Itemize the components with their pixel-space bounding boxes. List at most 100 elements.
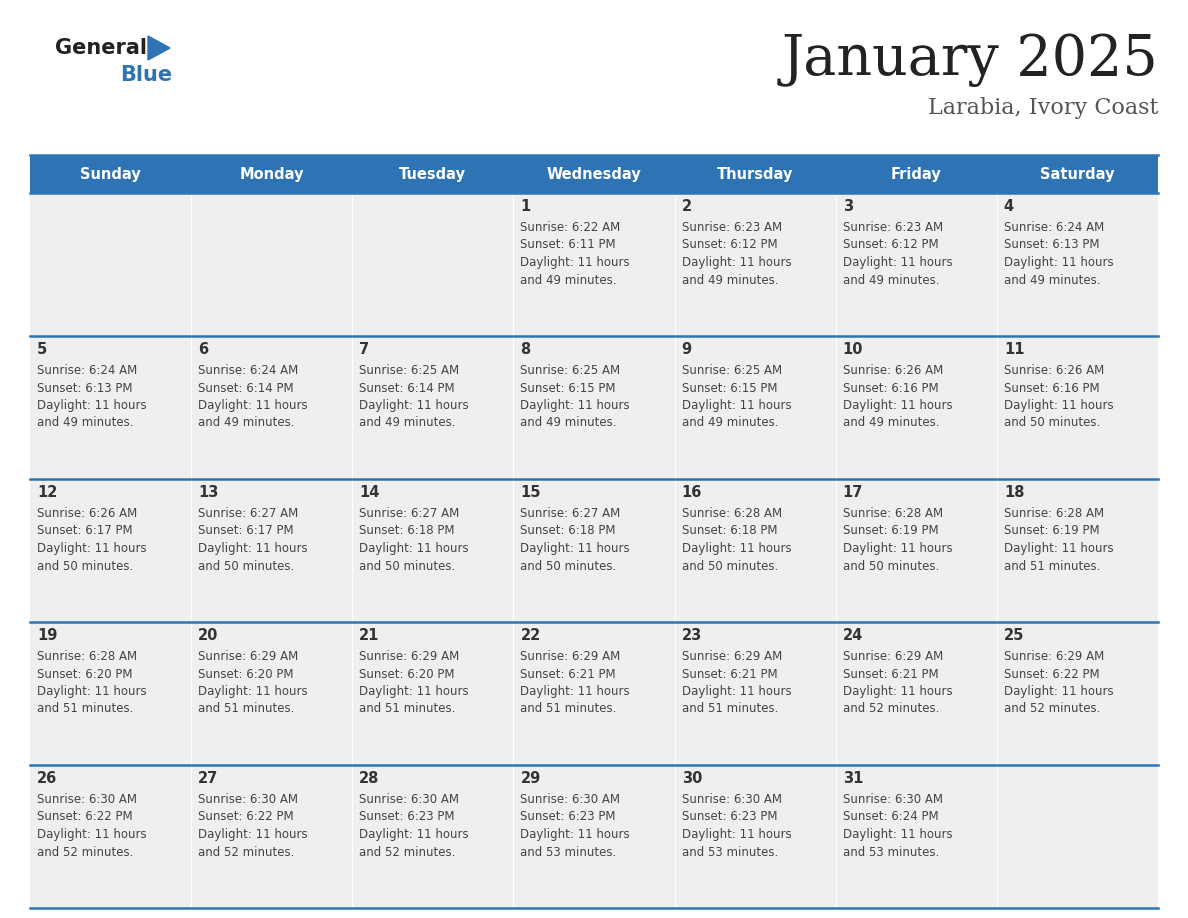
Text: Daylight: 11 hours: Daylight: 11 hours (682, 685, 791, 698)
Text: 7: 7 (359, 342, 369, 357)
Text: Sunrise: 6:24 AM: Sunrise: 6:24 AM (37, 364, 138, 377)
Text: Sunrise: 6:29 AM: Sunrise: 6:29 AM (842, 650, 943, 663)
Text: and 52 minutes.: and 52 minutes. (37, 845, 133, 858)
Text: Sunrise: 6:29 AM: Sunrise: 6:29 AM (198, 650, 298, 663)
Text: and 50 minutes.: and 50 minutes. (359, 559, 455, 573)
Text: 30: 30 (682, 771, 702, 786)
Bar (513, 765, 675, 908)
Text: 22: 22 (520, 628, 541, 643)
Text: Daylight: 11 hours: Daylight: 11 hours (842, 399, 953, 412)
Bar (997, 336, 1158, 479)
Bar (30, 193, 191, 336)
Text: 6: 6 (198, 342, 208, 357)
Text: and 49 minutes.: and 49 minutes. (682, 274, 778, 286)
Text: Daylight: 11 hours: Daylight: 11 hours (359, 399, 469, 412)
Text: 29: 29 (520, 771, 541, 786)
Text: Thursday: Thursday (716, 166, 794, 182)
Text: Sunset: 6:22 PM: Sunset: 6:22 PM (1004, 667, 1099, 680)
Bar (353, 622, 513, 765)
Text: 8: 8 (520, 342, 531, 357)
Text: Sunset: 6:16 PM: Sunset: 6:16 PM (1004, 382, 1099, 395)
Text: Sunrise: 6:27 AM: Sunrise: 6:27 AM (359, 507, 460, 520)
Text: and 49 minutes.: and 49 minutes. (520, 274, 617, 286)
Text: and 50 minutes.: and 50 minutes. (1004, 417, 1100, 430)
Text: Sunrise: 6:30 AM: Sunrise: 6:30 AM (520, 793, 620, 806)
Text: Daylight: 11 hours: Daylight: 11 hours (198, 685, 308, 698)
Text: Sunrise: 6:28 AM: Sunrise: 6:28 AM (1004, 507, 1104, 520)
Text: Sunrise: 6:24 AM: Sunrise: 6:24 AM (198, 364, 298, 377)
Bar (191, 765, 353, 908)
Text: Daylight: 11 hours: Daylight: 11 hours (682, 542, 791, 555)
Text: 10: 10 (842, 342, 864, 357)
Text: 1: 1 (520, 199, 531, 214)
Text: Sunrise: 6:30 AM: Sunrise: 6:30 AM (842, 793, 943, 806)
Text: Sunset: 6:14 PM: Sunset: 6:14 PM (359, 382, 455, 395)
Text: 13: 13 (198, 485, 219, 500)
Text: and 50 minutes.: and 50 minutes. (37, 559, 133, 573)
Text: Sunrise: 6:27 AM: Sunrise: 6:27 AM (520, 507, 620, 520)
Text: Daylight: 11 hours: Daylight: 11 hours (37, 399, 146, 412)
Text: Daylight: 11 hours: Daylight: 11 hours (198, 542, 308, 555)
Text: 31: 31 (842, 771, 864, 786)
Text: and 50 minutes.: and 50 minutes. (842, 559, 939, 573)
Text: 11: 11 (1004, 342, 1024, 357)
Text: and 49 minutes.: and 49 minutes. (682, 417, 778, 430)
Text: and 51 minutes.: and 51 minutes. (198, 702, 295, 715)
Text: Sunrise: 6:29 AM: Sunrise: 6:29 AM (1004, 650, 1104, 663)
Text: Sunset: 6:21 PM: Sunset: 6:21 PM (682, 667, 777, 680)
Text: Sunset: 6:12 PM: Sunset: 6:12 PM (682, 239, 777, 252)
Text: Friday: Friday (891, 166, 942, 182)
Text: Sunrise: 6:30 AM: Sunrise: 6:30 AM (37, 793, 137, 806)
Text: Sunset: 6:15 PM: Sunset: 6:15 PM (520, 382, 615, 395)
Bar (191, 336, 353, 479)
Text: 23: 23 (682, 628, 702, 643)
Polygon shape (148, 36, 170, 60)
Bar (675, 336, 835, 479)
Text: 4: 4 (1004, 199, 1015, 214)
Bar (997, 155, 1158, 193)
Text: and 53 minutes.: and 53 minutes. (520, 845, 617, 858)
Bar (513, 479, 675, 622)
Bar (997, 193, 1158, 336)
Text: Sunset: 6:18 PM: Sunset: 6:18 PM (520, 524, 615, 538)
Text: Sunday: Sunday (81, 166, 141, 182)
Text: Sunrise: 6:30 AM: Sunrise: 6:30 AM (359, 793, 460, 806)
Text: Sunset: 6:17 PM: Sunset: 6:17 PM (198, 524, 293, 538)
Bar (835, 622, 997, 765)
Bar (191, 622, 353, 765)
Text: Sunrise: 6:23 AM: Sunrise: 6:23 AM (842, 221, 943, 234)
Bar (675, 765, 835, 908)
Text: Sunset: 6:19 PM: Sunset: 6:19 PM (842, 524, 939, 538)
Bar (835, 336, 997, 479)
Text: Sunrise: 6:30 AM: Sunrise: 6:30 AM (198, 793, 298, 806)
Bar (353, 193, 513, 336)
Text: Daylight: 11 hours: Daylight: 11 hours (359, 828, 469, 841)
Text: Sunrise: 6:24 AM: Sunrise: 6:24 AM (1004, 221, 1104, 234)
Text: Sunrise: 6:29 AM: Sunrise: 6:29 AM (682, 650, 782, 663)
Text: 17: 17 (842, 485, 864, 500)
Text: Daylight: 11 hours: Daylight: 11 hours (37, 828, 146, 841)
Bar (835, 765, 997, 908)
Text: Sunset: 6:23 PM: Sunset: 6:23 PM (520, 811, 615, 823)
Text: Sunset: 6:12 PM: Sunset: 6:12 PM (842, 239, 939, 252)
Text: Sunset: 6:20 PM: Sunset: 6:20 PM (198, 667, 293, 680)
Text: and 49 minutes.: and 49 minutes. (842, 417, 940, 430)
Text: Sunrise: 6:25 AM: Sunrise: 6:25 AM (682, 364, 782, 377)
Text: Daylight: 11 hours: Daylight: 11 hours (682, 828, 791, 841)
Bar (675, 622, 835, 765)
Text: Sunset: 6:21 PM: Sunset: 6:21 PM (520, 667, 617, 680)
Text: Wednesday: Wednesday (546, 166, 642, 182)
Text: Sunset: 6:17 PM: Sunset: 6:17 PM (37, 524, 133, 538)
Text: and 52 minutes.: and 52 minutes. (842, 702, 939, 715)
Text: Sunset: 6:14 PM: Sunset: 6:14 PM (198, 382, 293, 395)
Bar (30, 155, 191, 193)
Text: Sunset: 6:15 PM: Sunset: 6:15 PM (682, 382, 777, 395)
Text: Sunset: 6:22 PM: Sunset: 6:22 PM (198, 811, 293, 823)
Text: 24: 24 (842, 628, 862, 643)
Text: and 52 minutes.: and 52 minutes. (359, 845, 456, 858)
Text: and 51 minutes.: and 51 minutes. (520, 702, 617, 715)
Text: 28: 28 (359, 771, 380, 786)
Bar (513, 193, 675, 336)
Text: and 52 minutes.: and 52 minutes. (1004, 702, 1100, 715)
Bar (997, 479, 1158, 622)
